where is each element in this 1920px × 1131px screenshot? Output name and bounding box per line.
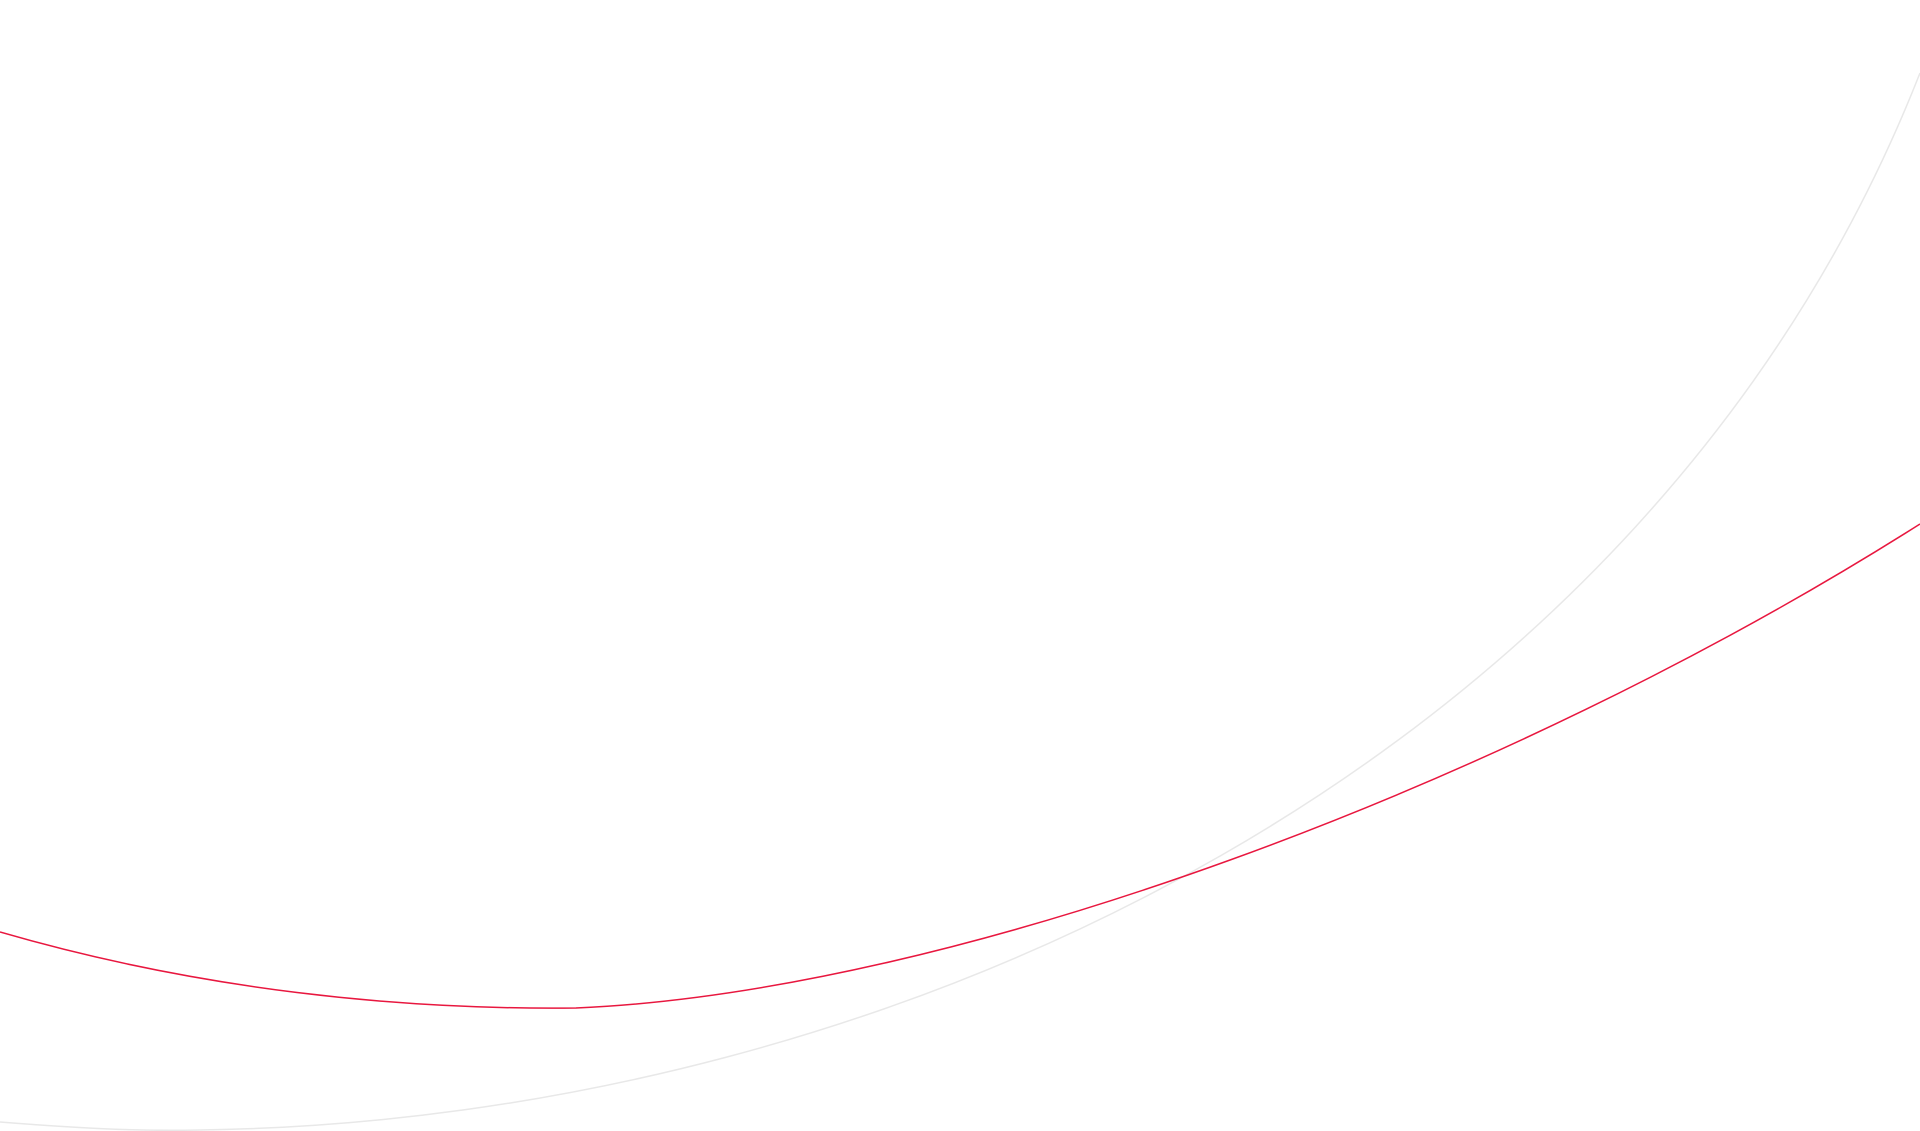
gray-arc-curve <box>0 72 1920 1131</box>
red-arc-curve <box>0 523 1920 1009</box>
